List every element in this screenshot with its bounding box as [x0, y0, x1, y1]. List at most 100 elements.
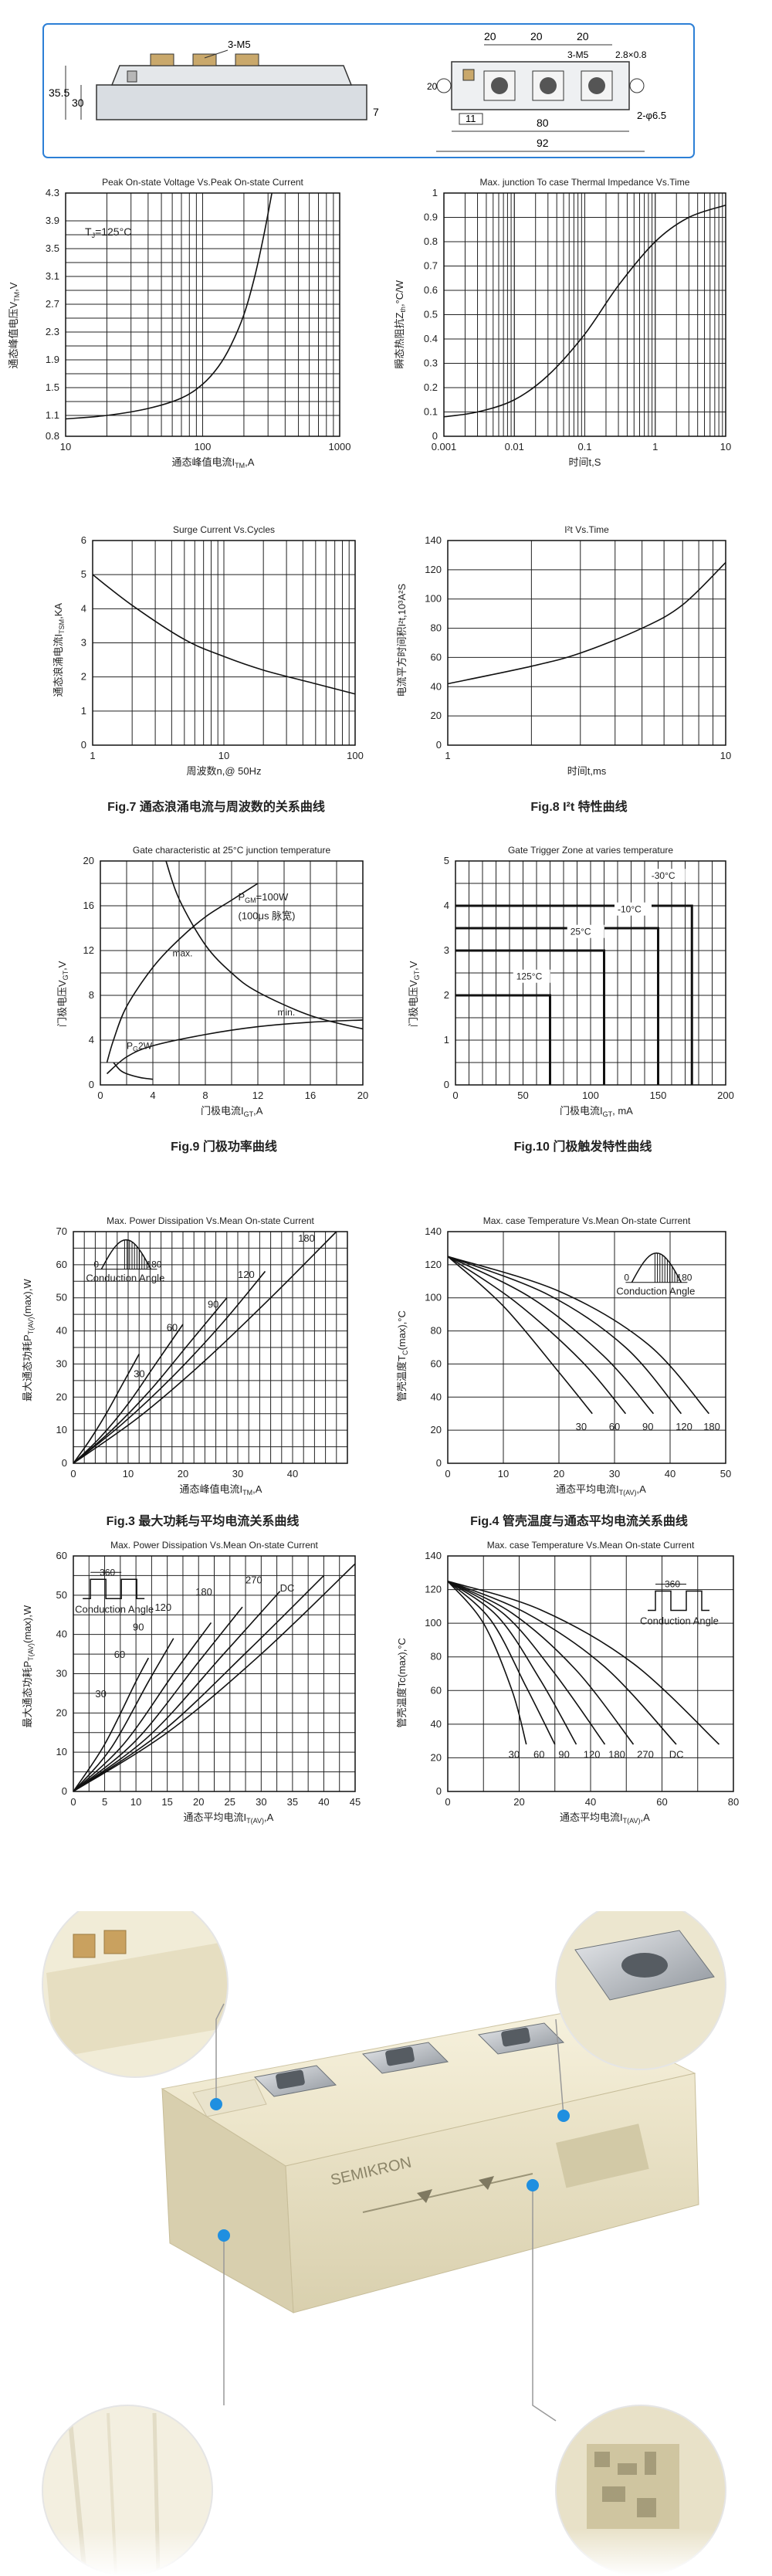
- c2-ylabel-sub: th: [399, 307, 407, 313]
- c8-series-2: [447, 1256, 655, 1415]
- c7-xtick-0: 0: [70, 1468, 76, 1480]
- c2-ylabel-unit: ,°C/W: [394, 280, 405, 307]
- mechanical-drawing: 35.5 30 3-M5 7 20 20 20 3-M5 2.8×0.8 20 …: [42, 23, 695, 158]
- terminal-3: [235, 53, 259, 66]
- c9-curve-label-0: 30: [95, 1688, 106, 1700]
- c10-curve-label-2: 90: [558, 1748, 569, 1760]
- c3-ytick-5: 1: [81, 705, 86, 717]
- c6-xtick-0: 0: [452, 1090, 458, 1101]
- c7-frame: [73, 1231, 348, 1464]
- c1-xlabel-main: 通态峰值电流I: [172, 456, 235, 468]
- terminal-screw-3: [588, 77, 605, 94]
- c3-series-0: [92, 574, 356, 695]
- c10-grid: [448, 1556, 733, 1791]
- c7-xlabel-unit: ,A: [252, 1483, 262, 1495]
- chart-panel-5: Gate characteristic at 25°C junction tem…: [0, 830, 371, 1158]
- screw-label-top: 3-M5: [567, 49, 589, 60]
- c8-xlabel-sub: T(AV): [619, 1489, 637, 1496]
- c10-curve-label-1: 60: [533, 1748, 544, 1760]
- c5-ytick-1: 16: [83, 900, 94, 911]
- c9-series-3: [73, 1606, 243, 1792]
- c5-ylabel-sub: GT: [62, 970, 69, 980]
- c2-ytick-4: 0.6: [424, 284, 438, 296]
- c9-xtick-0: 0: [70, 1796, 76, 1808]
- c6-zone-0: [455, 904, 693, 1085]
- c2-ytick-3: 0.7: [424, 260, 438, 272]
- c1-series-0: [65, 192, 273, 420]
- c7-xlabel-main: 通态峰值电流I: [180, 1483, 243, 1495]
- c4-ytick-5: 40: [431, 680, 442, 692]
- c10-ytick-5: 40: [431, 1718, 442, 1730]
- chart-panel-2: Max. junction To case Thermal Impedance …: [386, 174, 757, 479]
- c6-ylabel: 门极电压VGT,V: [408, 961, 421, 1027]
- c9-ytick-4: 20: [56, 1707, 67, 1718]
- chart-panel-6: Gate Trigger Zone at varies temperature 5…: [386, 830, 757, 1158]
- c6-xtick-4: 200: [717, 1090, 734, 1101]
- dim-92: 92: [537, 137, 549, 149]
- c7-curve-label-4: 180: [298, 1232, 315, 1244]
- c9-xtick-3: 15: [161, 1796, 172, 1808]
- c10-ytick-1: 120: [425, 1584, 442, 1595]
- callout-dot-4: [527, 2179, 539, 2191]
- terminal-plates: [253, 2022, 565, 2097]
- c5-xtick-1: 4: [150, 1090, 155, 1101]
- c9-curve-label-6: DC: [280, 1582, 295, 1594]
- c3-ylabel: 通态浪涌电流ITSM,KA: [52, 603, 66, 697]
- c5-ytick-5: 0: [89, 1079, 94, 1090]
- mount-hole-left: [436, 78, 452, 93]
- c10-xtick-1: 20: [513, 1796, 524, 1808]
- c3-ylabel-main: 通态浪涌电流I: [52, 634, 64, 697]
- chart-panel-8: Max. case Temperature Vs.Mean On-state C…: [386, 1212, 757, 1541]
- c5-min: min.: [278, 1007, 296, 1018]
- c4-ytick-1: 120: [425, 564, 442, 575]
- c8-xtick-3: 30: [609, 1468, 620, 1480]
- chart-panel-7: Max. Power Dissipation Vs.Mean On-state …: [0, 1212, 371, 1541]
- c6-ytick-4: 1: [444, 1034, 449, 1046]
- gate-terminal: [462, 69, 475, 81]
- c7-curve-label-0: 30: [134, 1368, 144, 1380]
- c7-xtick-3: 30: [232, 1468, 243, 1480]
- c10-inset-square: [648, 1590, 709, 1612]
- c8-series-1: [447, 1256, 627, 1415]
- c5-caption: Fig.9 门极功率曲线: [171, 1139, 277, 1154]
- c6-zone-label-2: 25°C: [571, 927, 591, 937]
- c8-inset-sine: [631, 1252, 682, 1283]
- c4-frame: [447, 540, 726, 746]
- c6-xlabel-unit: , mA: [612, 1105, 633, 1117]
- c10-frame: [447, 1555, 734, 1792]
- c2-ytick-9: 0.1: [424, 406, 438, 418]
- c10-ytick-6: 20: [431, 1751, 442, 1763]
- c4-xtick-0: 1: [445, 750, 450, 761]
- c10-ytick-0: 140: [425, 1550, 442, 1561]
- c8-curve-label-3: 120: [676, 1421, 692, 1432]
- c9-xtick-9: 45: [350, 1796, 361, 1808]
- c5-ylabel-main: 门极电压V: [56, 980, 68, 1027]
- zoom-top-left: [42, 1911, 229, 2078]
- c8-xlabel: 通态平均电流IT(AV),A: [556, 1483, 646, 1496]
- c10-curve-label-5: 270: [637, 1748, 654, 1760]
- c9-xlabel-sub: T(AV): [246, 1817, 264, 1825]
- c4-series-0: [447, 561, 726, 685]
- c9-inset-360: 360: [100, 1567, 115, 1578]
- c2-ylabel-main: 瞬态热阻抗Z: [394, 312, 405, 368]
- c2-ytick-7: 0.3: [424, 358, 438, 369]
- c7-xlabel: 通态峰值电流ITM,A: [180, 1483, 262, 1496]
- c1-ytick-1: 3.9: [46, 215, 59, 226]
- c3-ytick-2: 4: [81, 602, 86, 614]
- c1-ytick-2: 3.5: [46, 242, 59, 254]
- c7-ylabel-main: 最大通态功耗P: [22, 1334, 33, 1402]
- c8-caption: Fig.4 管壳温度与通态平均电流关系曲线: [470, 1513, 688, 1528]
- c7-conduction-inset: 0 180 Conduction Angle: [86, 1239, 164, 1284]
- c5-ytick-2: 12: [83, 944, 94, 956]
- c5-xtick-4: 16: [305, 1090, 316, 1101]
- c6-xtick-2: 100: [582, 1090, 599, 1101]
- c10-xtick-3: 60: [656, 1796, 667, 1808]
- c5-xtick-3: 12: [252, 1090, 263, 1101]
- c8-xtick-2: 20: [554, 1468, 564, 1480]
- c9-ylabel: 最大通态功耗PT(AV)(max),W: [22, 1605, 35, 1727]
- c5-ylabel: 门极电压VGT,V: [56, 961, 69, 1027]
- c1-xtick-2: 1000: [329, 441, 351, 452]
- c6-ytick-5: 0: [444, 1079, 449, 1090]
- c1-ytick-7: 1.5: [46, 381, 59, 393]
- c6-zone-label-bg-0: [648, 869, 686, 883]
